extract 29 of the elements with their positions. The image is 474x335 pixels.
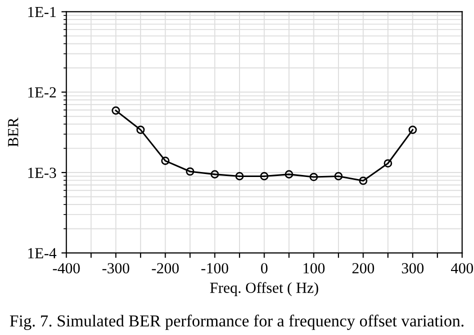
point [260,172,268,180]
x-axis-title: Freq. Offset ( Hz) [210,282,318,296]
y-tick-label: 1E-1 [28,6,56,18]
point [334,172,343,180]
point [210,170,219,178]
x-tick-label: 200 [352,263,374,274]
point [161,156,170,165]
y-axis-title: BER [8,117,18,147]
x-tick-label: -100 [201,263,228,274]
point [384,159,392,168]
x-tick-label: 0 [261,263,268,274]
point [310,172,318,182]
point [186,167,194,176]
x-tick-label: 400 [450,263,474,274]
y-tick-label: 1E-4 [28,248,56,258]
x-tick-label: 100 [304,263,325,274]
y-tick-label: 1E-3 [28,168,56,178]
point [136,126,145,134]
x-tick-label: 300 [402,263,424,274]
point [235,172,244,180]
point [359,176,368,185]
caption: Fig. 7. Simulated BER performance for a frequency offset variation. [10,314,464,330]
point [284,170,294,178]
y-tick-label: 1E-2 [28,87,56,98]
x-tick-label: -200 [152,263,179,274]
x-tick-label: -300 [102,263,130,274]
x-tick-label: -400 [52,263,80,274]
point [408,126,417,134]
point [112,106,120,115]
